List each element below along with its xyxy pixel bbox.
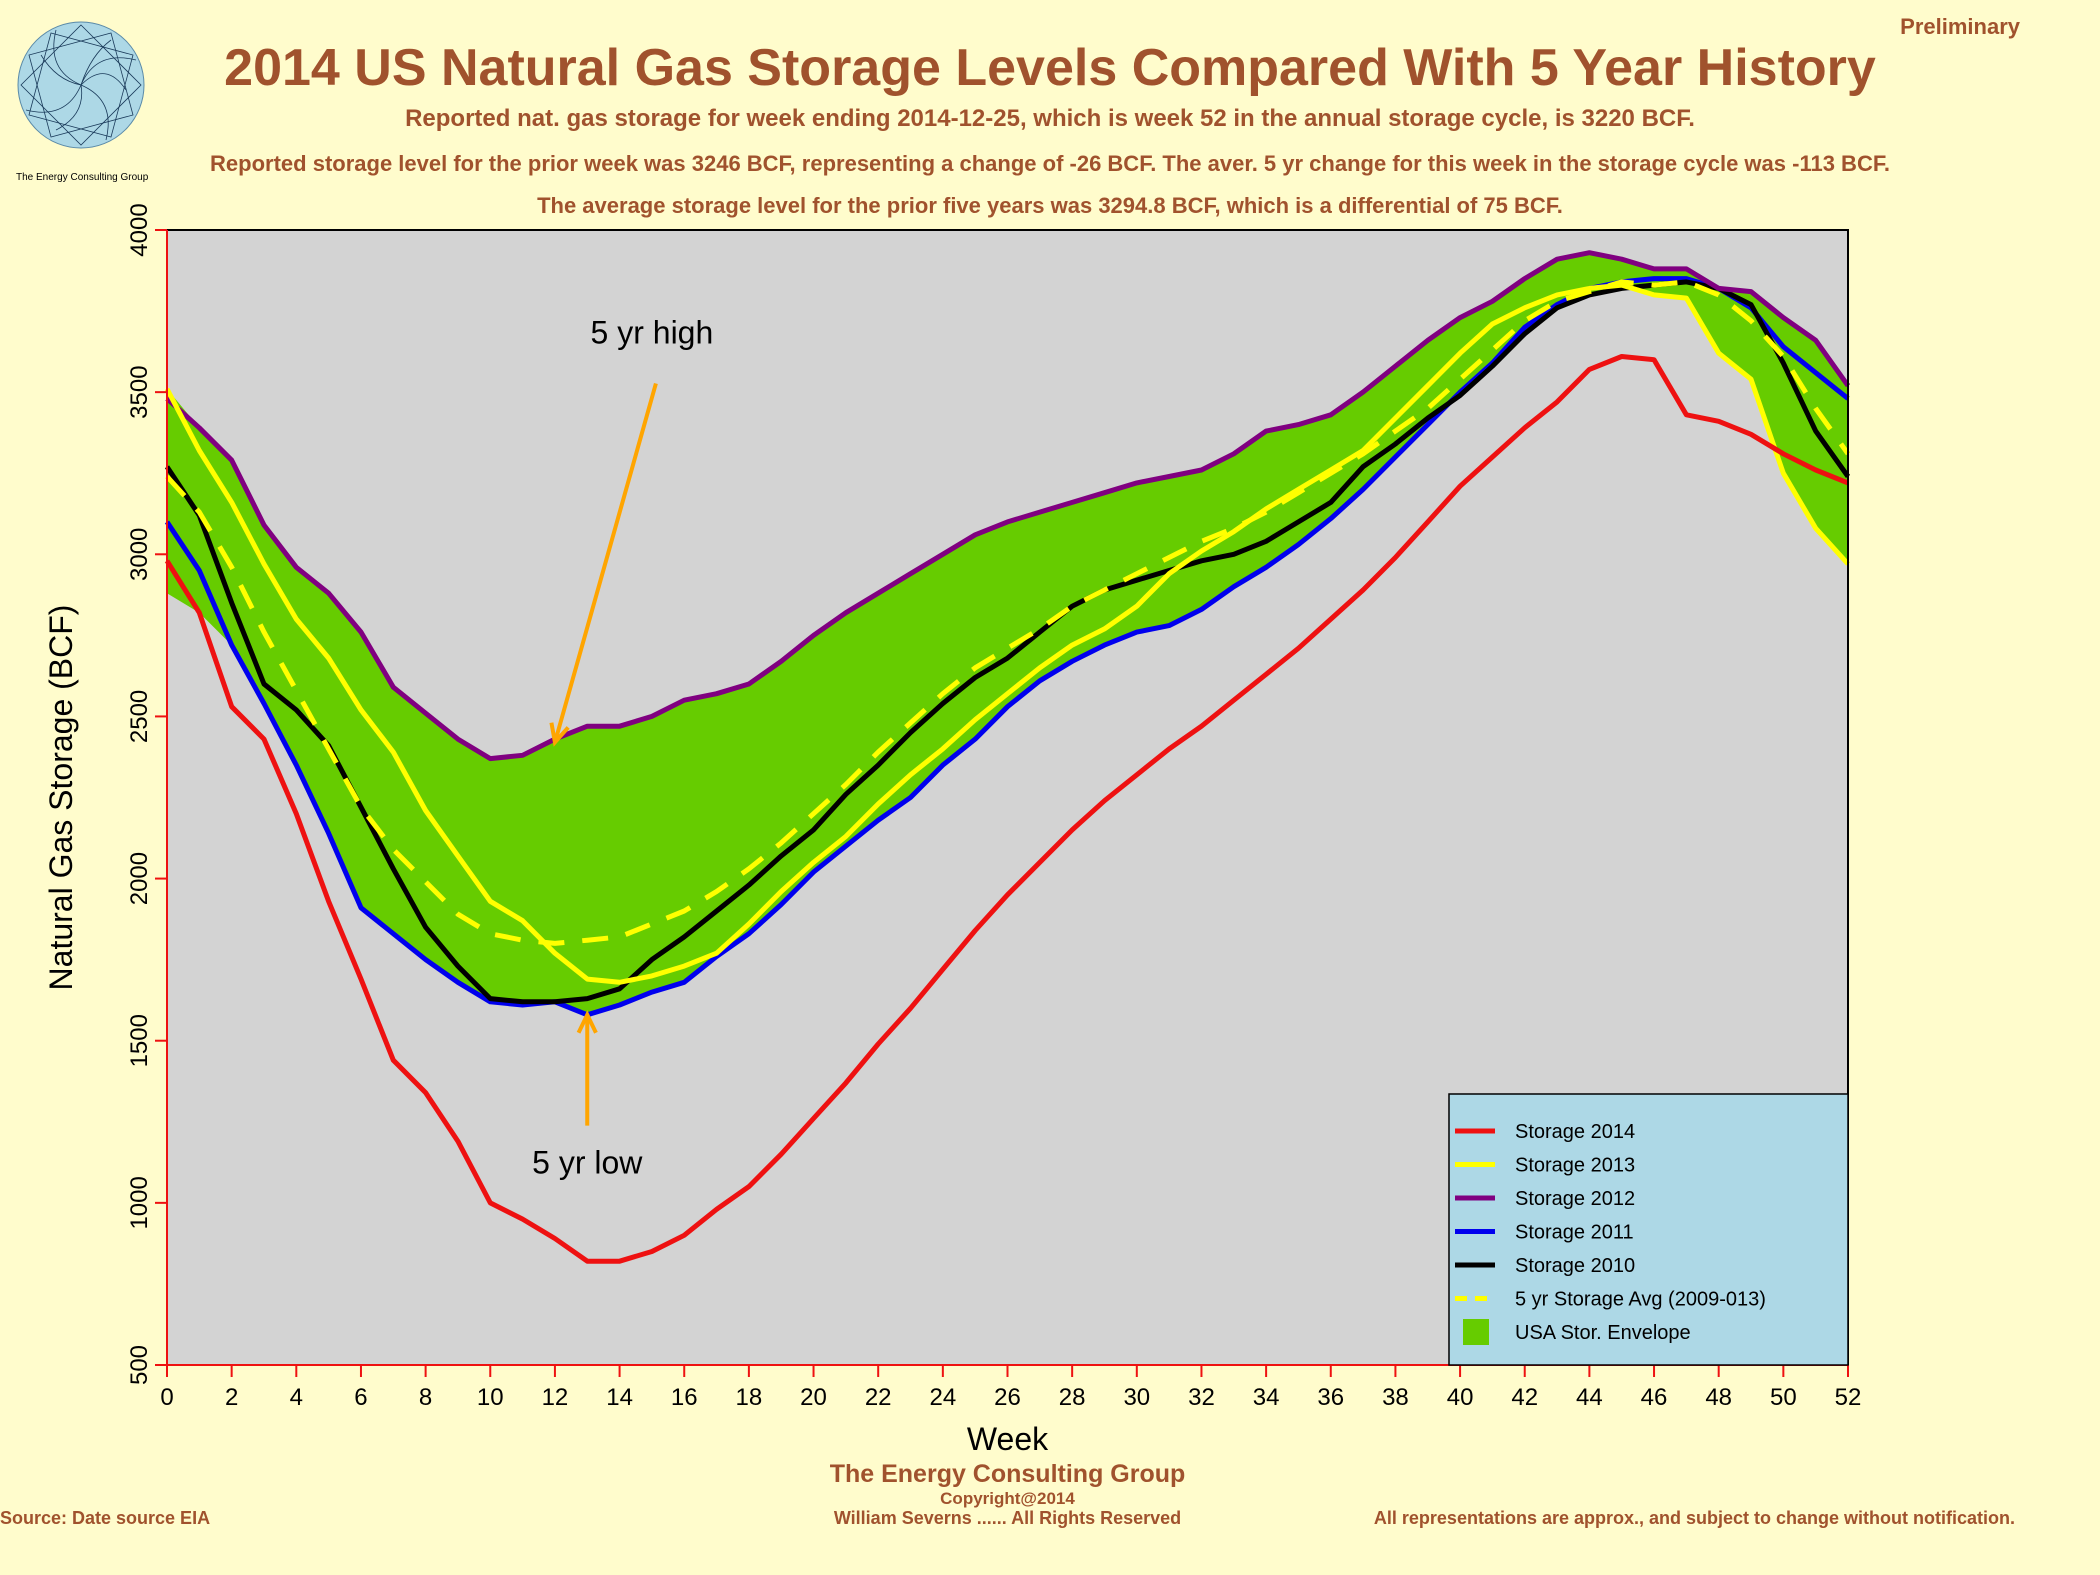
x-tick-label: 36 [1317,1384,1344,1411]
x-tick-label: 38 [1382,1384,1409,1411]
footer-source: Source: Date source EIA [0,1508,211,1528]
x-tick-label: 4 [290,1384,303,1411]
x-tick-label: 16 [671,1384,698,1411]
subtitle-weekly-change: Reported storage level for the prior wee… [210,151,1890,176]
series-line-storage-2010 [164,279,1851,1005]
annotation-arrowhead [576,1010,598,1034]
legend-label: USA Stor. Envelope [1515,1322,1691,1344]
legend-label: Storage 2010 [1515,1255,1635,1277]
x-tick-label: 22 [865,1384,892,1411]
footer-disclaimer: All representations are approx., and sub… [1373,1508,2015,1528]
legend: Storage 2014 Storage 2013 Storage 2012 Stor… [1448,1093,1849,1366]
annotation-label: 5 yr high [591,315,714,351]
y-tick-label: 4000 [126,203,153,256]
series-line-5-yr-storage-avg-2009-013- [165,279,1851,946]
spiral-logo-icon [17,21,145,149]
x-tick-label: 6 [354,1384,367,1411]
footer-author: William Severns ...... All Rights Reserv… [833,1508,1182,1528]
x-tick-label: 32 [1188,1384,1215,1411]
legend-label: Storage 2014 [1515,1121,1635,1143]
series-lines [164,250,1851,1264]
legend-swatch [1463,1319,1489,1345]
x-tick-label: 24 [929,1384,956,1411]
footer-organization: The Energy Consulting Group [829,1460,1186,1488]
y-axis-label: Natural Gas Storage (BCF) [43,605,79,991]
x-tick-label: 28 [1059,1384,1086,1411]
x-tick-label: 30 [1123,1384,1150,1411]
y-tick-label: 3500 [126,365,153,418]
x-tick-label: 44 [1576,1384,1603,1411]
annotation-arrow [552,382,658,743]
axes: 0 2 4 6 8 10 12 14 16 18 20 22 24 26 28 30 32 34 36 38 40 42 4… [126,203,1861,1411]
x-tick-label: 2 [225,1384,238,1411]
annotations: 5 yr high 5 yr low [532,315,713,1181]
x-tick-label: 40 [1447,1384,1474,1411]
x-tick-label: 18 [736,1384,763,1411]
x-tick-label: 50 [1770,1384,1797,1411]
x-tick-label: 48 [1705,1384,1732,1411]
subtitle-five-year-average: The average storage level for the prior … [537,193,1563,218]
x-tick-label: 26 [994,1384,1021,1411]
x-tick-label: 20 [800,1384,827,1411]
series-line-storage-2013 [164,282,1850,985]
legend-label: 5 yr Storage Avg (2009-013) [1515,1289,1766,1311]
x-tick-label: 8 [419,1384,432,1411]
x-tick-label: 14 [606,1384,633,1411]
x-tick-label: 42 [1511,1384,1538,1411]
chart-title: 2014 US Natural Gas Storage Levels Compa… [224,39,1876,97]
y-tick-label: 3000 [126,528,153,581]
y-tick-label: 1000 [126,1176,153,1229]
x-axis-label: Week [967,1421,1049,1457]
x-tick-label: 46 [1641,1384,1668,1411]
x-tick-label: 12 [542,1384,569,1411]
legend-label: Storage 2013 [1515,1155,1635,1177]
preliminary-label: Preliminary [1900,14,2020,39]
logo-caption: The Energy Consulting Group [16,172,149,183]
y-tick-label: 2500 [126,690,153,743]
x-tick-label: 0 [160,1384,173,1411]
envelope-band [167,252,1848,1015]
x-tick-label: 52 [1835,1384,1862,1411]
series-line-storage-2014 [164,354,1849,1264]
y-tick-label: 1500 [126,1014,153,1067]
legend-label: Storage 2011 [1515,1222,1634,1244]
x-tick-label: 10 [477,1384,504,1411]
y-tick-label: 2000 [126,852,153,905]
legend-box [1448,1093,1849,1366]
x-tick-label: 34 [1253,1384,1280,1411]
legend-label: Storage 2012 [1515,1188,1635,1210]
annotation-label: 5 yr low [532,1145,643,1181]
series-line-storage-2012 [165,250,1851,762]
annotation-arrowhead [549,722,570,747]
footer-copyright: Copyright@2014 [940,1489,1075,1508]
y-tick-label: 500 [126,1345,153,1385]
subtitle-current-storage: Reported nat. gas storage for week endin… [405,105,1695,132]
